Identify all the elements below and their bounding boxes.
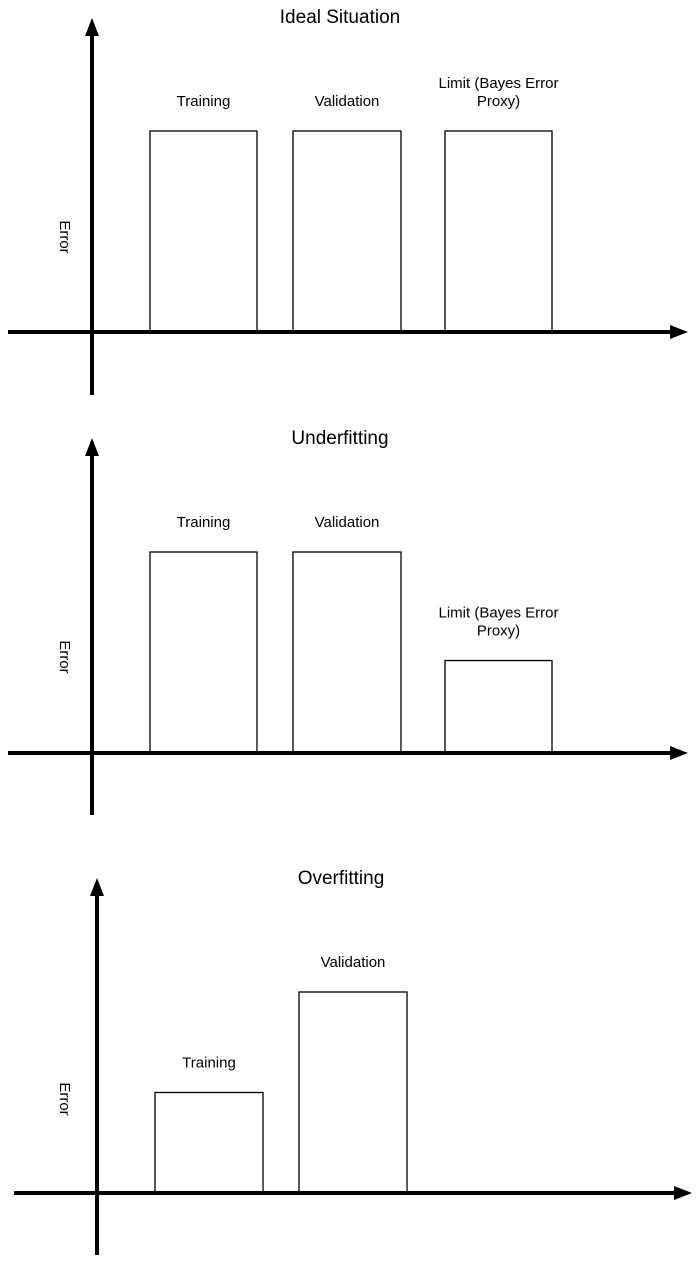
bar-validation — [292, 551, 402, 754]
y-axis-label: Error — [56, 640, 73, 673]
x-axis-arrow-icon — [670, 746, 688, 760]
bar-label: Validation — [321, 954, 386, 971]
bar-label: Validation — [315, 514, 380, 531]
bar-label: Validation — [315, 93, 380, 110]
y-axis-arrow-icon — [90, 878, 104, 896]
bar-validation — [298, 991, 408, 1194]
x-axis-arrow-icon — [674, 1186, 692, 1200]
bar-label: Training — [177, 93, 231, 110]
x-axis-arrow-icon — [670, 325, 688, 339]
y-axis-label: Error — [56, 1082, 73, 1115]
y-axis-label: Error — [56, 220, 73, 253]
bar-limit-bayes-error-proxy — [444, 130, 553, 333]
y-axis-arrow-icon — [85, 18, 99, 36]
chart-panel-1: Ideal Situation Error Training Validation Li… — [8, 7, 688, 395]
bar-label: Limit (Bayes Error — [438, 75, 558, 92]
y-axis-arrow-icon — [85, 438, 99, 456]
bar-label: Training — [177, 514, 231, 531]
bar-training — [149, 551, 258, 754]
chart-panel-2: Underfitting Error Training Validation Limit… — [8, 428, 688, 815]
bar-label: Proxy) — [477, 623, 520, 640]
chart-title: Overfitting — [298, 868, 385, 889]
bar-training — [149, 130, 258, 333]
bar-label: Proxy) — [477, 93, 520, 110]
bar-limit-bayes-error-proxy — [444, 659, 553, 754]
bar-label: Training — [182, 1055, 236, 1072]
bar-validation — [292, 130, 402, 333]
bar-training — [154, 1091, 264, 1194]
bar-label: Limit (Bayes Error — [438, 605, 558, 622]
chart-title: Ideal Situation — [280, 7, 400, 28]
chart-title: Underfitting — [291, 428, 388, 449]
chart-panel-3: Overfitting Error Training Validation — [14, 868, 692, 1255]
